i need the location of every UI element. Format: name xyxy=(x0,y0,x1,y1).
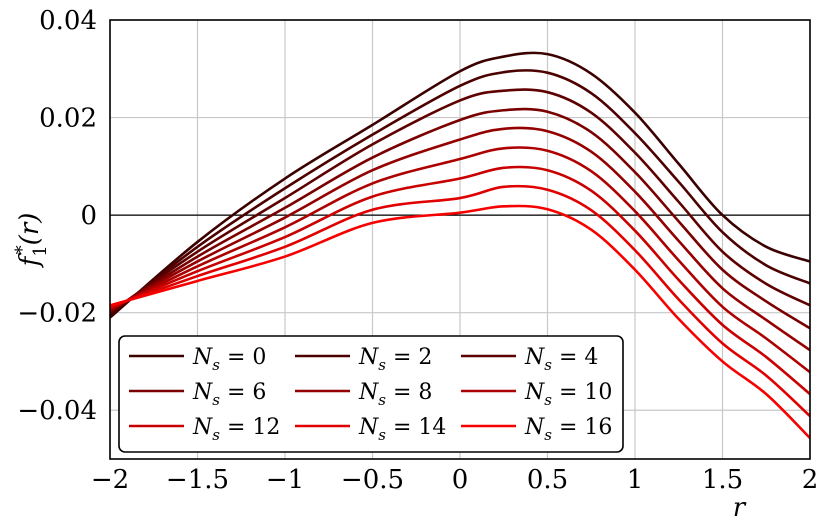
series-line-0 xyxy=(109,51,811,319)
series-lines xyxy=(109,51,811,439)
legend-box xyxy=(118,335,624,453)
legend-label: Ns = 6 xyxy=(192,380,266,409)
series-line-4 xyxy=(109,126,811,352)
series-line-2 xyxy=(109,88,811,314)
x-tick-label: 1.5 xyxy=(702,465,743,495)
series-line-3 xyxy=(109,107,811,330)
legend-label: Ns = 12 xyxy=(192,415,280,444)
y-tick-label: 0 xyxy=(80,201,97,231)
x-tick-labels: −2 −1.5 −1 −0.5 0 0.5 1 1.5 2 xyxy=(91,465,818,495)
y-tick-labels: −0.04 −0.02 0 0.02 0.04 xyxy=(17,6,97,426)
legend-label: Ns = 14 xyxy=(358,415,446,444)
legend-label: Ns = 10 xyxy=(524,380,612,409)
y-tick-label: −0.02 xyxy=(17,299,97,329)
x-tick-label: 1 xyxy=(627,465,644,495)
series-line-6 xyxy=(109,165,811,396)
legend-label: Ns = 0 xyxy=(192,345,266,374)
x-tick-label: −2 xyxy=(91,465,129,495)
legend-label: Ns = 8 xyxy=(358,380,432,409)
series-line-8 xyxy=(109,204,811,439)
x-tick-label: 0.5 xyxy=(527,465,568,495)
legend-label: Ns = 4 xyxy=(524,345,598,374)
legend-entries: Ns = 0 Ns = 2 Ns = 4 Ns = 6 Ns = 8 Ns = 10 Ns … xyxy=(129,345,612,444)
legend: Ns = 0 Ns = 2 Ns = 4 Ns = 6 Ns = 8 Ns = 10 Ns … xyxy=(118,335,624,453)
y-tick-label: 0.04 xyxy=(39,6,97,36)
x-tick-label: −0.5 xyxy=(341,465,404,495)
x-axis-label: r xyxy=(733,493,747,523)
x-tick-label: −1 xyxy=(266,465,304,495)
series-line-7 xyxy=(109,184,811,418)
y-tick-label: −0.04 xyxy=(17,396,97,426)
x-tick-label: 0 xyxy=(452,465,469,495)
x-tick-label: 2 xyxy=(802,465,819,495)
plot-frame xyxy=(109,19,811,460)
legend-label: Ns = 16 xyxy=(524,415,612,444)
legend-label: Ns = 2 xyxy=(358,345,432,374)
series-line-5 xyxy=(109,146,811,374)
y-axis-label: f1*(r) xyxy=(12,213,51,269)
y-tick-label: 0.02 xyxy=(39,104,97,134)
x-tick-label: −1.5 xyxy=(166,465,229,495)
series-line-1 xyxy=(109,69,811,317)
